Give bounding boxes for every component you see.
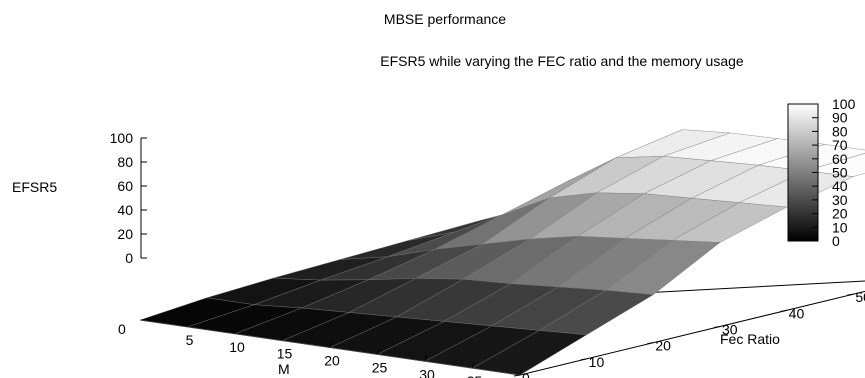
z-tick-label: 20 <box>117 226 133 242</box>
y-tick-label: 10 <box>589 354 605 370</box>
colorbar-gradient <box>787 103 819 242</box>
y-tick <box>713 326 721 328</box>
x-tick-label: 35 <box>467 373 483 378</box>
z-axis-label: EFSR5 <box>12 179 57 195</box>
colorbar-tick-label: 0 <box>832 233 840 249</box>
y-tick-label: 50 <box>855 289 865 305</box>
colorbar-tick-label: 30 <box>832 192 848 208</box>
colorbar-tick-label: 90 <box>832 110 848 126</box>
surface-cell <box>471 330 588 376</box>
x-axis-label: M <box>278 361 290 377</box>
y-tick-label: 0 <box>522 370 530 378</box>
z-base-tick-label: 0 <box>118 321 126 337</box>
tick-marks: 0204060801005101520253035400102030405060 <box>110 130 865 378</box>
x-tick-label: 25 <box>372 359 388 375</box>
colorbar-tick-label: 70 <box>832 137 848 153</box>
y-tick-label: 40 <box>789 305 805 321</box>
x-tick-label: 10 <box>229 339 245 355</box>
colorbar-tick-label: 20 <box>832 206 848 222</box>
colorbar-tick-label: 60 <box>832 151 848 167</box>
colorbar-tick-label: 100 <box>832 96 856 112</box>
colorbar-tick-label: 40 <box>832 178 848 194</box>
x-tick-label: 30 <box>419 366 435 378</box>
y-tick <box>647 342 654 345</box>
x-tick <box>472 362 475 369</box>
z-tick-label: 40 <box>117 202 133 218</box>
y-tick <box>580 358 587 361</box>
x-tick <box>187 320 190 327</box>
colorbar-tick-label: 80 <box>832 123 848 139</box>
x-tick <box>377 348 380 355</box>
y-tick-label: 30 <box>722 322 738 338</box>
x-tick <box>329 341 332 348</box>
y-tick <box>847 293 854 296</box>
y-tick <box>780 309 787 312</box>
x-tick-label: 15 <box>277 346 293 362</box>
x-tick-label: 20 <box>324 353 340 369</box>
x-tick <box>234 327 237 334</box>
y-tick <box>513 374 521 377</box>
chart-subtitle: EFSR5 while varying the FEC ratio and th… <box>380 53 744 69</box>
colorbar-tick-label: 10 <box>832 219 848 235</box>
y-tick-label: 20 <box>655 338 671 354</box>
z-tick-label: 100 <box>110 130 134 146</box>
z-tick-label: 60 <box>117 178 133 194</box>
x-tick <box>282 334 285 341</box>
z-tick-label: 0 <box>125 250 133 266</box>
z-tick-label: 80 <box>117 154 133 170</box>
surface-plot <box>139 129 865 376</box>
chart-title: MBSE performance <box>384 11 506 27</box>
x-tick <box>424 355 427 362</box>
y-axis-label: Fec Ratio <box>720 331 780 347</box>
colorbar-tick-label: 50 <box>832 165 848 181</box>
x-tick <box>519 368 522 376</box>
x-tick-label: 5 <box>186 332 194 348</box>
